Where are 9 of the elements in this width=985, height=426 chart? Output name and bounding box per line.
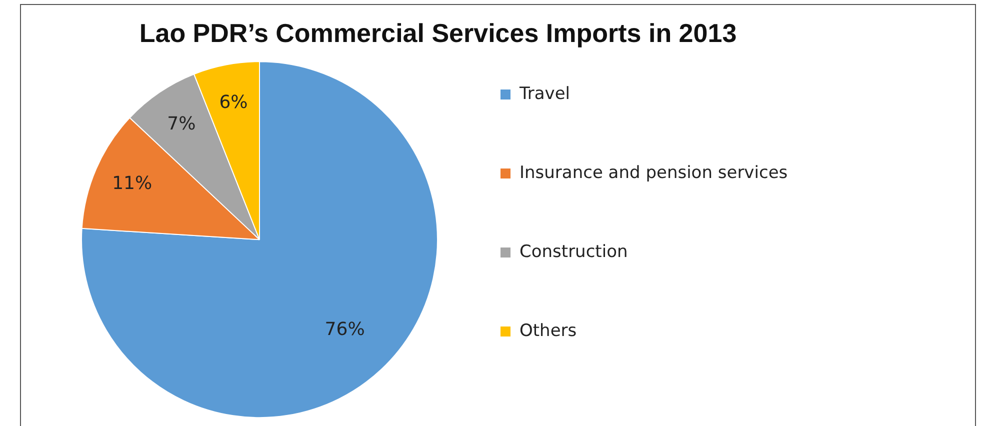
data-label: 11% — [112, 173, 152, 194]
legend-label: Others — [520, 320, 577, 341]
data-label: 76% — [324, 319, 365, 340]
chart-title: Lao PDR’s Commercial Services Imports in 2013 — [139, 18, 737, 48]
data-label: 7% — [167, 113, 196, 134]
legend-label: Insurance and pension services — [520, 162, 788, 183]
legend-label: Construction — [520, 242, 628, 262]
legend-label: Travel — [518, 84, 570, 104]
data-label: 6% — [219, 92, 248, 113]
